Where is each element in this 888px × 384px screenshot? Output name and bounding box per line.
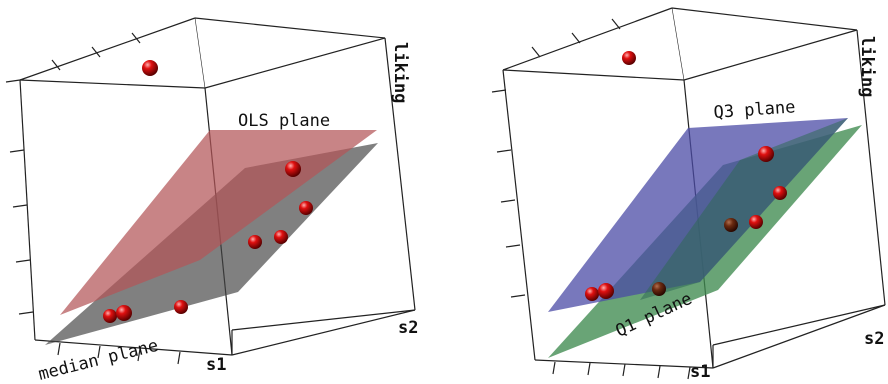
data-point — [749, 215, 763, 229]
right-s1-label: s1 — [690, 362, 710, 382]
left-s1-label: s1 — [206, 355, 226, 375]
right-q3-plane-label: Q3 plane — [713, 97, 796, 123]
right-points — [585, 51, 787, 301]
data-point — [585, 287, 599, 301]
data-point — [758, 146, 774, 162]
data-point — [622, 51, 636, 65]
right-s2-label: s2 — [864, 329, 884, 349]
left-s2-label: s2 — [398, 318, 418, 338]
data-point — [116, 305, 132, 321]
data-point — [724, 218, 738, 232]
ols-plane — [60, 130, 377, 315]
data-point — [174, 300, 188, 314]
data-point — [652, 282, 666, 296]
data-point — [598, 283, 614, 299]
data-point — [142, 60, 158, 76]
right-liking-label: liking — [857, 36, 877, 97]
left-ols-plane-label: OLS plane — [238, 111, 330, 131]
left-ticks — [5, 32, 181, 365]
left-points — [103, 60, 313, 323]
right-ticks — [491, 18, 691, 380]
left-median-plane-label: median plane — [36, 336, 160, 384]
data-point — [299, 201, 313, 215]
data-point — [773, 186, 787, 200]
left-panel: OLS plane median plane s1 s2 liking — [5, 17, 418, 384]
q1-q3-overlap — [640, 118, 848, 300]
left-liking-label: liking — [390, 42, 410, 103]
right-panel: Q3 plane Q1 plane s1 s2 liking — [491, 7, 886, 382]
data-point — [248, 235, 262, 249]
data-point — [103, 309, 117, 323]
data-point — [274, 230, 288, 244]
data-point — [285, 161, 301, 177]
